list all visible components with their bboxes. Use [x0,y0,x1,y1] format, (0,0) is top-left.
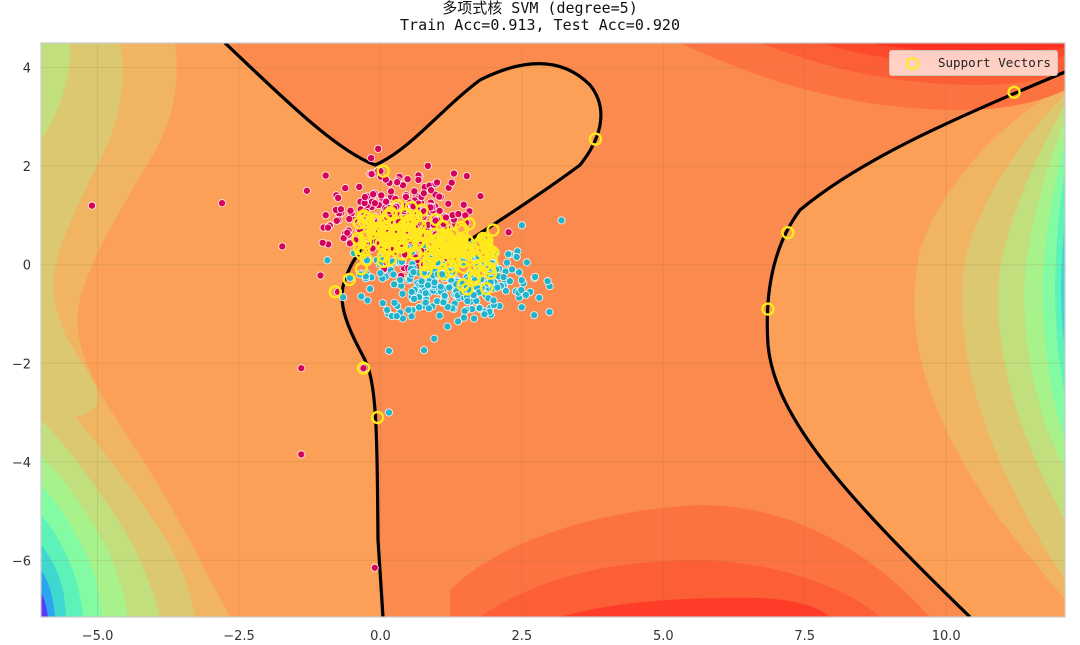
y-tick-label: 2 [23,160,31,175]
title-line-2: Train Acc=0.913, Test Acc=0.920 [400,16,680,34]
support-vector-legend-marker-icon [906,57,919,70]
right-contour-bands [914,85,1065,600]
x-tick-label: 10.0 [932,629,961,644]
y-axis-ticks: 4 2 0 −2 −4 −6 [12,62,31,570]
x-axis-ticks: −5.0 −2.5 0.0 2.5 5.0 7.5 10.0 [82,629,961,644]
title-line-1: 多项式核 SVM (degree=5) [442,0,638,17]
decision-boundary [223,43,1065,617]
plot-frame [40,42,1066,618]
chart-title: 多项式核 SVM (degree=5) Train Acc=0.913, Tes… [0,0,1080,34]
x-tick-label: −5.0 [82,629,114,644]
x-tick-label: 7.5 [794,629,815,644]
x-tick-label: 2.5 [512,629,533,644]
y-tick-label: −4 [12,456,31,471]
contour-background [41,43,1065,617]
x-tick-label: 0.0 [370,629,391,644]
y-tick-label: 0 [23,259,31,274]
y-tick-label: 4 [23,62,31,77]
legend: Support Vectors [889,50,1058,76]
legend-label: Support Vectors [938,55,1051,70]
x-tick-label: −2.5 [223,629,255,644]
support-vector-rings [328,85,1021,425]
y-tick-label: −6 [12,554,31,569]
grid-lines [41,43,1065,617]
bottom-red-bands [450,505,930,617]
y-tick-label: −2 [12,357,31,372]
x-tick-label: 5.0 [653,629,674,644]
left-contour-bands [41,43,230,617]
